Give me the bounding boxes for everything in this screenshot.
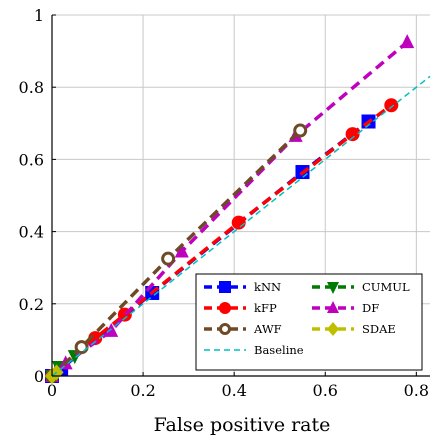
point-kFP-3	[231, 215, 246, 230]
legend-label-kFP: kFP	[254, 301, 277, 315]
line-AWF	[50, 129, 302, 378]
legend-marker-SDAE	[327, 322, 339, 336]
legend-item-kNN: kNN	[204, 280, 281, 294]
x-tick-label-2: 0.4	[221, 381, 246, 400]
x-tick-label-1: 0.2	[130, 381, 155, 400]
legend-label-kNN: kNN	[254, 280, 281, 294]
x-tick-label-4: 0.8	[404, 381, 429, 400]
series-Baseline	[51, 75, 431, 377]
point-AWF-3	[293, 123, 308, 138]
legend: kNN CUMUL kFP DF AWF SDAE Baseline	[195, 273, 423, 371]
legend-label-SDAE: SDAE	[362, 322, 396, 336]
point-AWF-2	[161, 251, 176, 266]
y-tick-label-5: 1	[34, 6, 44, 25]
y-tick-label-1: 0.2	[19, 295, 44, 314]
legend-item-DF: DF	[312, 301, 379, 315]
tick-labels: 0 0.2 0.4 0.6 0.8 0 0.2 0.4 0.6 0.8 1	[19, 6, 430, 400]
axes-frame	[51, 15, 430, 377]
y-tick-label-4: 0.8	[19, 78, 44, 97]
legend-label-DF: DF	[362, 301, 379, 315]
point-DF-5	[400, 34, 415, 49]
legend-label-AWF: AWF	[253, 322, 282, 336]
x-axis-label: False positive rate	[154, 414, 331, 436]
line-kFP	[50, 103, 393, 378]
legend-marker-AWF	[219, 323, 231, 335]
y-tick-label-0: 0	[34, 367, 44, 386]
legend-marker-DF	[327, 301, 339, 313]
point-DF-3	[174, 243, 189, 258]
point-kFP-4	[345, 127, 360, 142]
legend-marker-kNN	[219, 281, 231, 293]
legend-item-SDAE: SDAE	[312, 322, 396, 336]
legend-label-CUMUL: CUMUL	[362, 280, 410, 294]
line-Baseline	[51, 75, 431, 377]
legend-item-AWF: AWF	[204, 322, 282, 336]
legend-marker-kFP	[219, 302, 231, 314]
legend-box	[195, 273, 423, 371]
y-tick-label-2: 0.4	[19, 223, 44, 242]
legend-label-Baseline: Baseline	[254, 343, 304, 357]
legend-item-kFP: kFP	[204, 301, 277, 315]
series-layer	[45, 34, 431, 384]
point-AWF-1	[74, 340, 89, 355]
legend-marker-CUMUL	[327, 282, 339, 294]
y-tick-label-3: 0.6	[19, 150, 44, 169]
x-tick-label-3: 0.6	[313, 381, 338, 400]
legend-item-CUMUL: CUMUL	[312, 280, 410, 294]
point-kFP-5	[384, 98, 399, 113]
x-tick-label-0: 0	[47, 381, 57, 400]
legend-item-Baseline: Baseline	[204, 343, 304, 357]
